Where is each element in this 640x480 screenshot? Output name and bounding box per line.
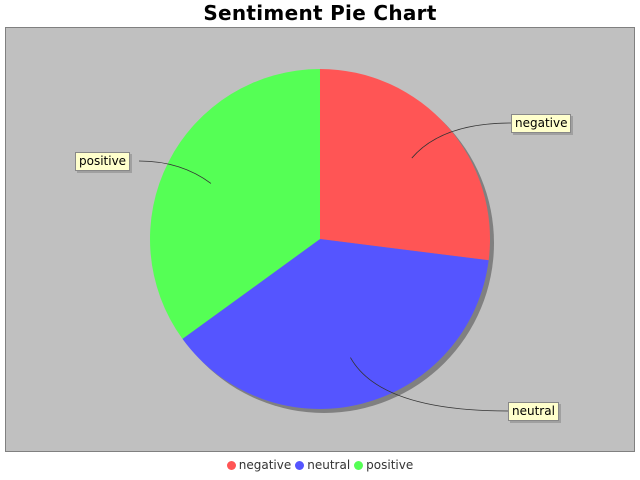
pie-slice-positive	[150, 69, 320, 339]
legend-item-neutral: neutral	[295, 458, 350, 472]
legend: negative neutral positive	[0, 458, 640, 472]
legend-label-positive: positive	[366, 458, 414, 472]
pie-slice-neutral	[182, 239, 489, 409]
slice-label-negative: negative	[511, 114, 572, 133]
legend-swatch-negative	[226, 461, 236, 470]
legend-swatch-neutral	[295, 461, 305, 470]
legend-item-negative: negative	[226, 458, 292, 472]
legend-swatch-positive	[354, 461, 364, 470]
leader-line-negative	[411, 122, 512, 159]
pie-slice-negative	[320, 69, 490, 261]
legend-item-positive: positive	[354, 458, 413, 472]
slice-label-neutral: neutral	[508, 402, 559, 421]
slice-label-positive: positive	[75, 152, 131, 171]
leader-line-neutral	[350, 357, 509, 412]
legend-label-neutral: neutral	[307, 458, 351, 472]
leader-line-positive	[138, 160, 212, 184]
legend-label-negative: negative	[238, 458, 292, 472]
chart-title: Sentiment Pie Chart	[203, 1, 437, 25]
